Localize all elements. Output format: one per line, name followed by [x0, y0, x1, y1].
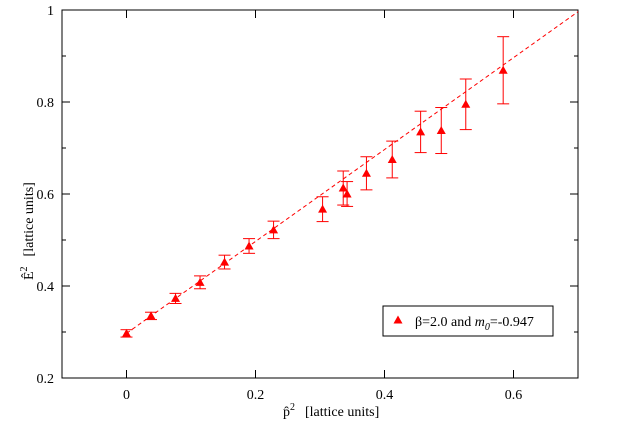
x-tick-label: 0.2	[247, 388, 265, 403]
x-axis-sup: 2	[290, 402, 295, 413]
data-point	[195, 277, 205, 286]
data-point	[146, 311, 156, 320]
legend-label-var: m	[475, 315, 485, 330]
y-axis-label: Ê2 [lattice units]	[19, 182, 37, 280]
x-tick-label: 0	[123, 388, 130, 403]
legend-label-sub: 0	[485, 322, 490, 333]
x-axis-symbol: p̂	[283, 405, 290, 420]
y-tick-label: 0.4	[37, 280, 55, 295]
fit-line	[126, 11, 579, 334]
legend-label-post: =-0.947	[490, 315, 534, 330]
axis-ticks: 0 0.2 0.4 0.6 0.2 0.4 0.6 0.8 1	[37, 4, 578, 403]
data-point	[244, 241, 254, 250]
legend-label: β=2.0 and m0=-0.947	[415, 315, 534, 333]
y-tick-label: 0.6	[37, 188, 55, 203]
data-point	[171, 293, 181, 302]
x-tick-label: 0.6	[505, 388, 523, 403]
y-axis-units: [lattice units]	[22, 182, 37, 256]
fit-line-group	[126, 11, 579, 334]
y-tick-label: 1	[47, 4, 54, 19]
data-point	[269, 225, 279, 234]
data-point	[220, 257, 230, 266]
data-point	[361, 168, 371, 177]
y-tick-label: 0.8	[37, 96, 55, 111]
legend: β=2.0 and m0=-0.947	[382, 305, 554, 337]
data-point	[318, 204, 328, 213]
data-point	[387, 155, 397, 163]
data-point	[342, 189, 352, 198]
data-point	[416, 127, 426, 136]
data-point	[461, 99, 471, 108]
legend-label-pre: β=2.0 and	[415, 315, 475, 330]
data-point	[338, 183, 348, 192]
data-point	[498, 65, 508, 74]
y-tick-label: 0.2	[37, 372, 55, 387]
y-axis-sup: 2	[19, 266, 30, 271]
data-point	[436, 126, 446, 135]
axis-labels: p̂2 [lattice units] Ê2[lattice units]	[19, 182, 379, 420]
y-axis-symbol: Ê	[20, 271, 37, 280]
data-points	[120, 36, 510, 338]
x-axis-label: p̂2 [lattice units]	[283, 402, 379, 420]
x-tick-label: 0.4	[376, 388, 394, 403]
x-axis-units: [lattice units]	[305, 405, 379, 420]
legend-marker	[393, 315, 403, 324]
legend-box	[382, 305, 554, 337]
data-point	[122, 328, 131, 337]
